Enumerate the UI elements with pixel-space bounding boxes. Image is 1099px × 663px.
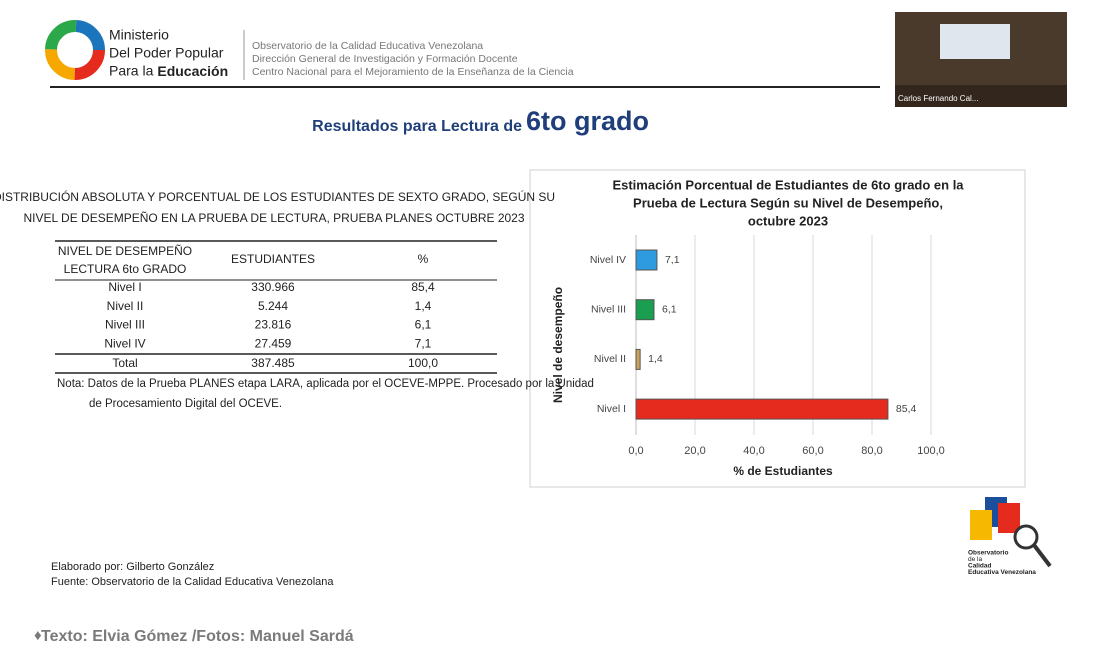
y-axis-label: Nivel de desempeño [551,287,565,403]
table-cell: 23.816 [255,318,292,332]
table-cell: 85,4 [411,280,435,294]
bar [635,398,889,420]
value-label: 6,1 [662,303,677,315]
x-tick-label: 0,0 [628,445,643,457]
slide-title: Resultados para Lectura de [312,118,522,135]
x-tick-label: 20,0 [684,445,705,457]
column-header: LECTURA 6to GRADO [64,262,187,276]
logo-arc [45,20,105,80]
table-cell: 7,1 [415,336,432,350]
x-axis-label: % de Estudiantes [733,464,833,478]
logo-text: Calidad [968,563,992,570]
table-cell: 5.244 [258,299,288,313]
table-cell: 330.966 [251,280,295,294]
table-total: 387.485 [251,356,295,370]
value-label: 7,1 [665,254,680,266]
y-tick-label: Nivel I [597,403,626,415]
bullet: ♦ [34,627,42,644]
ministry-line: Del Poder Popular [109,45,224,61]
table-cell: Nivel IV [104,336,145,350]
table-note: Nota: Datos de la Prueba PLANES etapa LA… [57,378,594,390]
table-rules [55,240,497,374]
x-tick-label: 80,0 [861,445,882,457]
ministry-logo [45,20,105,80]
column-header: % [418,252,429,266]
logo-arc [45,20,105,80]
credit-line: Elaborado por: Gilberto González [51,561,214,573]
column-header: NIVEL DE DESEMPEÑO [58,244,192,258]
column-header: ESTUDIANTES [231,252,315,266]
y-tick-label: Nivel III [591,303,626,315]
org-line: Dirección General de Investigación y For… [252,53,518,65]
logo-lens [1013,524,1039,550]
y-tick-label: Nivel II [594,353,626,365]
table-title: DISTRIBUCIÓN ABSOLUTA Y PORCENTUAL DE LO… [0,189,555,204]
video-screen [940,24,1010,59]
value-label: 85,4 [896,403,917,415]
chart-title: Prueba de Lectura Según su Nivel de Dese… [633,195,943,210]
ministry-line: Para la Educación [109,63,228,79]
slide-title-emphasis: 6to grado [526,106,649,136]
chart-title: Estimación Porcentual de Estudiantes de … [612,177,964,192]
table-cell: 1,4 [415,299,432,313]
bar [635,249,658,271]
x-tick-label: 60,0 [802,445,823,457]
y-tick-label: Nivel IV [590,254,626,266]
table-note: de Procesamiento Digital del OCEVE. [89,398,282,410]
byline: Texto: Elvia Gómez /Fotos: Manuel Sardá [41,628,354,645]
logo-text: Educativa Venezolana [968,569,1036,576]
value-label: 1,4 [648,353,663,365]
org-line: Observatorio de la Calidad Educativa Ven… [252,40,483,52]
table-total: Total [112,356,137,370]
credit-line: Fuente: Observatorio de la Calidad Educa… [51,576,334,588]
table-cell: Nivel III [105,318,145,332]
logo-block [970,510,992,540]
chart-frame [529,169,1026,488]
ministry-emphasis: Educación [157,63,228,79]
logo-block [998,503,1020,533]
x-tick-label: 40,0 [743,445,764,457]
table-cell: 6,1 [415,318,432,332]
org-line: Centro Nacional para el Mejoramiento de … [252,66,574,78]
logo-text: de la [968,556,982,563]
video-caption: Carlos Fernando Cal... [898,94,978,103]
logo-arc [45,20,105,80]
ministry-line: Ministerio [109,27,169,43]
table-title: NIVEL DE DESEMPEÑO EN LA PRUEBA DE LECTU… [23,211,524,225]
chart-title: octubre 2023 [748,213,828,228]
video-caption-bg [895,85,1067,107]
table-cell: 27.459 [255,336,292,350]
bar [635,299,655,321]
table-cell: Nivel II [107,299,144,313]
observatory-logo [970,497,1052,568]
logo-handle [1032,543,1052,568]
table-total: 100,0 [408,356,438,370]
table-cell: Nivel I [108,280,141,294]
x-tick-label: 100,0 [917,445,945,457]
logo-text: Observatorio [968,550,1008,557]
bar [635,348,641,370]
